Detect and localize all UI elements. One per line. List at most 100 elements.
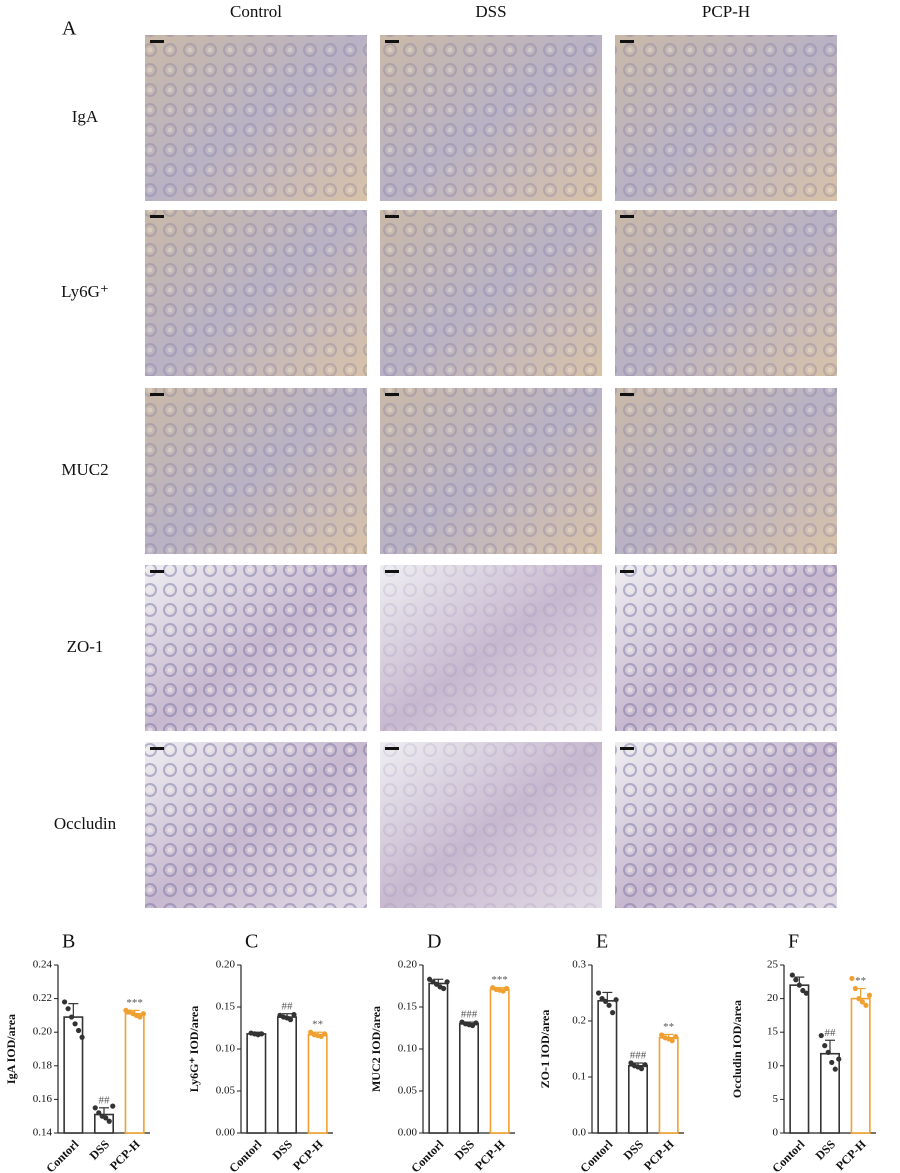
panel-letter: C bbox=[245, 931, 258, 953]
micrograph bbox=[615, 565, 837, 731]
data-point bbox=[836, 1056, 842, 1062]
bar bbox=[307, 1033, 328, 1134]
y-tick-label: 0.00 bbox=[398, 1127, 418, 1139]
data-point bbox=[137, 1014, 143, 1020]
micrograph bbox=[380, 35, 602, 201]
micrograph-texture bbox=[615, 388, 837, 554]
micrograph-texture bbox=[380, 210, 602, 376]
panel-letter: D bbox=[427, 931, 441, 953]
data-point bbox=[103, 1115, 109, 1121]
y-tick-label: 0.10 bbox=[398, 1043, 418, 1055]
significance: *** bbox=[126, 997, 143, 1009]
scale-bar bbox=[150, 747, 164, 750]
micrograph-texture bbox=[615, 35, 837, 201]
x-tick-label: DSS bbox=[87, 1137, 113, 1163]
y-axis-label: MUC2 IOD/area bbox=[369, 1006, 383, 1092]
panel-letter: B bbox=[62, 931, 75, 953]
significance: ** bbox=[855, 975, 866, 987]
column-header: Control bbox=[230, 2, 282, 21]
y-tick-label: 0.05 bbox=[398, 1085, 418, 1097]
data-point bbox=[65, 1006, 71, 1012]
micrograph-texture bbox=[615, 565, 837, 731]
y-tick-label: 0.2 bbox=[572, 1015, 586, 1027]
data-point bbox=[849, 975, 855, 982]
significance: ### bbox=[630, 1050, 647, 1062]
significance: ## bbox=[282, 1000, 294, 1012]
data-point bbox=[628, 1060, 634, 1066]
x-tick-label: Contorl bbox=[769, 1137, 808, 1173]
data-point bbox=[669, 1038, 675, 1044]
x-tick-label: DSS bbox=[452, 1137, 478, 1163]
data-point bbox=[659, 1032, 665, 1038]
scale-bar bbox=[385, 570, 399, 573]
micrograph bbox=[145, 35, 367, 201]
x-tick-label: Contorl bbox=[408, 1137, 447, 1173]
panel-letter: A bbox=[62, 18, 77, 40]
scale-bar bbox=[620, 747, 634, 750]
micrograph-texture bbox=[380, 565, 602, 731]
bar bbox=[63, 1016, 84, 1134]
scale-bar bbox=[150, 393, 164, 396]
column-header: PCP-H bbox=[702, 2, 750, 21]
data-point bbox=[829, 1059, 835, 1066]
y-tick-label: 0.20 bbox=[33, 1026, 53, 1038]
y-tick-label: 0.0 bbox=[572, 1127, 586, 1139]
micrograph-texture bbox=[145, 35, 367, 201]
data-point bbox=[818, 1032, 824, 1039]
data-point bbox=[613, 997, 619, 1003]
panel-letter: F bbox=[788, 931, 799, 953]
micrograph-texture bbox=[380, 388, 602, 554]
bar bbox=[458, 1022, 479, 1134]
data-point bbox=[856, 996, 862, 1002]
micrograph-texture bbox=[145, 742, 367, 908]
data-point bbox=[287, 1017, 294, 1023]
x-tick-label: PCP-H bbox=[290, 1137, 326, 1173]
y-tick-label: 0.05 bbox=[216, 1085, 236, 1097]
significance: ## bbox=[825, 1027, 837, 1039]
scale-bar bbox=[620, 215, 634, 218]
data-point bbox=[106, 1118, 112, 1124]
panel-letter: E bbox=[596, 931, 608, 953]
y-tick-label: 0.22 bbox=[33, 992, 52, 1004]
data-point bbox=[96, 1110, 102, 1116]
y-tick-label: 0.15 bbox=[216, 1001, 236, 1013]
y-axis-label: Ly6G⁺ IOD/area bbox=[187, 1006, 201, 1092]
y-tick-label: 15 bbox=[767, 1026, 779, 1038]
micrograph-texture bbox=[145, 210, 367, 376]
data-point bbox=[504, 985, 510, 992]
bar bbox=[597, 1000, 618, 1134]
y-tick-label: 0.24 bbox=[33, 959, 53, 971]
micrograph bbox=[615, 388, 837, 554]
scale-bar bbox=[385, 393, 399, 396]
y-tick-label: 0.15 bbox=[398, 1001, 418, 1013]
x-tick-label: DSS bbox=[813, 1137, 839, 1163]
micrograph bbox=[380, 388, 602, 554]
data-point bbox=[72, 1021, 78, 1027]
significance: ## bbox=[99, 1094, 111, 1106]
y-tick-label: 0.20 bbox=[398, 959, 418, 971]
data-point bbox=[789, 972, 795, 978]
data-point bbox=[606, 1002, 612, 1008]
scale-bar bbox=[150, 215, 164, 218]
bar bbox=[428, 982, 449, 1134]
scale-bar bbox=[385, 215, 399, 218]
micrograph bbox=[615, 35, 837, 201]
data-point bbox=[803, 990, 809, 996]
micrograph-texture bbox=[380, 35, 602, 201]
y-axis-label: ZO-1 IOD/area bbox=[538, 1010, 552, 1089]
y-axis-label: Occludin IOD/area bbox=[730, 1000, 744, 1098]
y-tick-label: 0.1 bbox=[572, 1071, 586, 1083]
data-point bbox=[79, 1034, 85, 1040]
micrograph bbox=[380, 742, 602, 908]
data-point bbox=[793, 977, 799, 983]
y-tick-label: 0.00 bbox=[216, 1127, 236, 1139]
data-point bbox=[258, 1031, 265, 1037]
micrograph bbox=[615, 742, 837, 908]
y-tick-label: 0 bbox=[773, 1127, 779, 1139]
row-label: ZO-1 bbox=[67, 637, 104, 656]
bar bbox=[850, 997, 871, 1134]
y-tick-label: 0.18 bbox=[33, 1059, 53, 1071]
y-axis-label: IgA IOD/area bbox=[4, 1014, 18, 1084]
data-point bbox=[852, 985, 859, 992]
